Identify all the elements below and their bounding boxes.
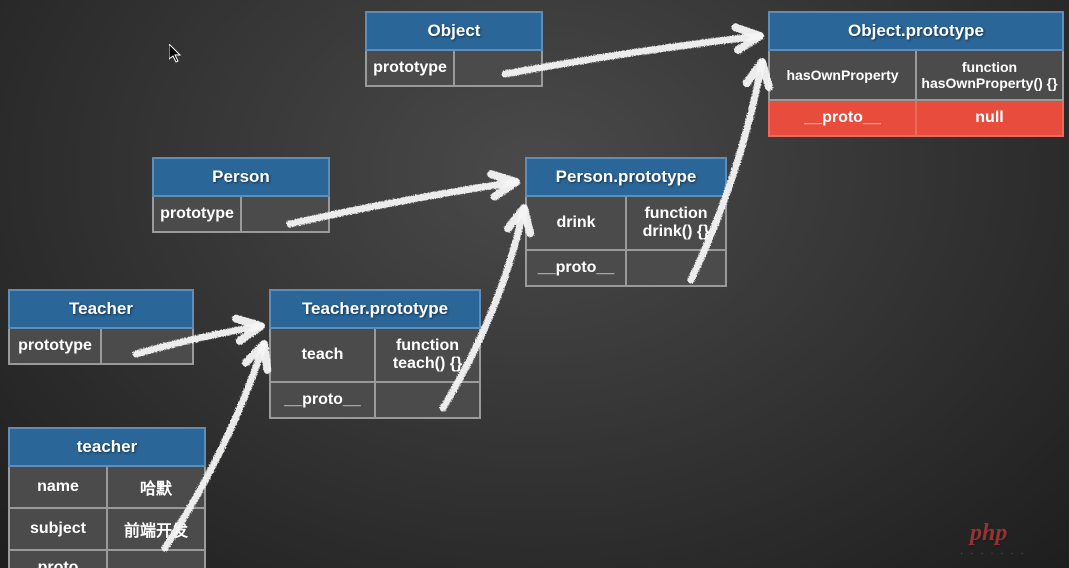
- watermark-sub: · · · · · · ·: [960, 548, 1026, 559]
- person-constructor-header: Person: [153, 158, 329, 196]
- teacher-prototype: Teacher.prototypeteachfunction teach() {…: [269, 289, 481, 419]
- object-constructor-r0-c0: prototype: [366, 50, 454, 86]
- object-constructor-r0-c1: [454, 50, 542, 86]
- teacher-instance-r0-c1: 哈默: [107, 466, 205, 508]
- teacher-prototype-r1-c0: __proto__: [270, 382, 375, 418]
- diagram-stage: ObjectprototypeObject.prototypehasOwnPro…: [0, 0, 1069, 568]
- teacher-instance-r1-c0: subject: [9, 508, 107, 550]
- object-constructor: Objectprototype: [365, 11, 543, 87]
- object-proto-to-object-prototype: [505, 27, 760, 74]
- teacher-instance-r0-c0: name: [9, 466, 107, 508]
- person-prototype-header: Person.prototype: [526, 158, 726, 196]
- person-prototype-r1-c1: [626, 250, 726, 286]
- teacher-instance-r2-c0: __proto__: [9, 550, 107, 568]
- person-prototype: Person.prototypedrinkfunction drink() {}…: [525, 157, 727, 287]
- person-constructor-r0-c1: [241, 196, 329, 232]
- teacher-prototype-r0-c0: teach: [270, 328, 375, 382]
- person-constructor: Personprototype: [152, 157, 330, 233]
- teacher-prototype-header: Teacher.prototype: [270, 290, 480, 328]
- teacher-instance-header: teacher: [9, 428, 205, 466]
- teacher-instance-r2-c1: [107, 550, 205, 568]
- person-prototype-r0-c1: function drink() {}: [626, 196, 726, 250]
- watermark: php: [970, 520, 1007, 547]
- teacher-constructor-header: Teacher: [9, 290, 193, 328]
- object-prototype-r0-c1: function hasOwnProperty() {}: [916, 50, 1063, 100]
- teacher-constructor: Teacherprototype: [8, 289, 194, 365]
- teacher-instance-r1-c1: 前端开发: [107, 508, 205, 550]
- object-prototype-r1-c1: null: [916, 100, 1063, 136]
- person-prototype-r0-c0: drink: [526, 196, 626, 250]
- teacher-constructor-r0-c1: [101, 328, 193, 364]
- object-prototype-r0-c0: hasOwnProperty: [769, 50, 916, 100]
- person-constructor-r0-c0: prototype: [153, 196, 241, 232]
- teacher-constructor-r0-c0: prototype: [9, 328, 101, 364]
- teacher-prototype-r0-c1: function teach() {}: [375, 328, 480, 382]
- object-prototype: Object.prototypehasOwnPropertyfunction h…: [768, 11, 1064, 137]
- object-constructor-header: Object: [366, 12, 542, 50]
- object-prototype-header: Object.prototype: [769, 12, 1063, 50]
- mouse-cursor: [169, 44, 183, 64]
- person-prototype-r1-c0: __proto__: [526, 250, 626, 286]
- object-prototype-r1-c0: __proto__: [769, 100, 916, 136]
- teacher-instance: teachername哈默subject前端开发__proto__: [8, 427, 206, 568]
- teacher-prototype-r1-c1: [375, 382, 480, 418]
